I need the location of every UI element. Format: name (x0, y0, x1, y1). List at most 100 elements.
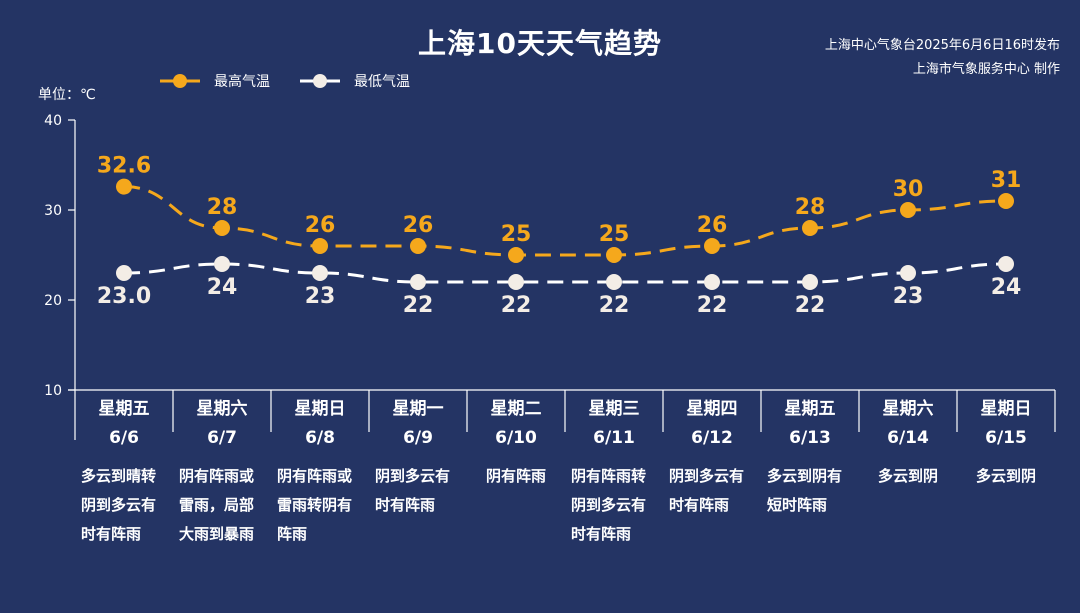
data-point-high (214, 220, 230, 236)
data-label-high: 25 (501, 222, 532, 247)
data-label-low: 24 (207, 275, 238, 300)
data-label-low: 22 (501, 293, 532, 318)
weather-description-line: 阴有阵雨或 (179, 467, 255, 485)
data-point-low (508, 274, 524, 290)
weather-description-line: 雷雨，局部 (179, 496, 255, 514)
legend-item-high[interactable]: 最高气温 (160, 71, 270, 91)
date-label: 6/14 (887, 428, 929, 448)
data-point-low (116, 265, 132, 281)
legend-label-low: 最低气温 (354, 74, 410, 90)
weather-description-line: 雷雨转阴有 (277, 496, 353, 514)
day-column: 星期三 6/11 (565, 395, 663, 453)
data-point-high (704, 238, 720, 254)
date-label: 6/15 (985, 428, 1027, 448)
publish-time: 上海中心气象台2025年6月6日16时发布 (824, 38, 1060, 53)
weather-description-line: 阴有阵雨或 (277, 467, 353, 485)
weather-description-line: 多云到阴 (975, 467, 1036, 485)
data-point-low (312, 265, 328, 281)
data-label-low: 23.0 (97, 284, 151, 309)
weather-description-line: 阴有阵雨转 (571, 467, 647, 485)
data-label-high: 26 (305, 213, 336, 238)
date-label: 6/8 (305, 428, 335, 448)
weather-description-line: 时有阵雨 (375, 496, 436, 514)
data-point-low (606, 274, 622, 290)
weather-description: 阴有阵雨或雷雨转阴有阵雨 (271, 462, 369, 549)
y-tick-label: 20 (44, 293, 62, 309)
legend: 最高气温 最低气温 (160, 71, 410, 91)
weather-description: 阴有阵雨或 雷雨，局部 大雨到暴雨 (173, 462, 271, 549)
weather-description-line: 阴到多云有 (571, 496, 647, 514)
day-column: 星期一 6/9 (369, 395, 467, 453)
producer: 上海市气象服务中心 制作 (912, 62, 1060, 77)
data-label-high: 26 (697, 213, 728, 238)
y-tick-label: 30 (44, 203, 62, 219)
weather-description: 多云到阴 (957, 462, 1055, 491)
data-label-high: 30 (893, 177, 924, 202)
weather-description-line: 短时阵雨 (767, 496, 828, 514)
data-point-low (410, 274, 426, 290)
data-point-low (998, 256, 1014, 272)
weekday-label: 星期日 (294, 399, 346, 419)
data-label-high: 31 (991, 168, 1022, 193)
data-point-low (802, 274, 818, 290)
day-column: 星期六 6/14 (859, 395, 957, 453)
legend-item-low[interactable]: 最低气温 (300, 71, 410, 91)
data-label-high: 25 (599, 222, 630, 247)
day-column: 星期四 6/12 (663, 395, 761, 453)
weather-description-line: 多云到阴 (877, 467, 938, 485)
weather-description: 多云到晴转 阴到多云有 时有阵雨 (75, 462, 173, 549)
date-label: 6/12 (691, 428, 733, 448)
data-label-high: 28 (795, 195, 826, 220)
weekday-label: 星期日 (980, 399, 1032, 419)
data-label-low: 22 (795, 293, 826, 318)
weekday-label: 星期三 (588, 399, 640, 419)
axes: 10 20 30 40 (44, 113, 1056, 440)
weather-description: 多云到阴有 短时阵雨 (761, 462, 859, 520)
weather-description: 阴有阵雨 (467, 462, 565, 491)
data-point-low (704, 274, 720, 290)
day-column: 星期日 6/8 (271, 395, 369, 453)
weather-description-line: 阴到多云有 (81, 496, 157, 514)
data-point-high (312, 238, 328, 254)
unit-label: 单位：℃ (38, 87, 96, 103)
data-label-high: 26 (403, 213, 434, 238)
weather-description-line: 阵雨 (277, 525, 308, 543)
date-label: 6/6 (109, 428, 139, 448)
data-point-high (900, 202, 916, 218)
weather-description-line: 阴到多云有 (375, 467, 451, 485)
weather-description: 多云到阴 (859, 462, 957, 491)
weekday-label: 星期六 (196, 399, 248, 419)
weekday-label: 星期四 (686, 399, 738, 419)
day-column: 星期六 6/7 (173, 395, 271, 453)
weather-description: 阴到多云有 时有阵雨 (663, 462, 761, 520)
data-label-low: 23 (305, 284, 336, 309)
legend-label-high: 最高气温 (214, 74, 270, 90)
weather-description: 阴有阵雨转阴到多云有时有阵雨 (565, 462, 663, 549)
data-point-high (508, 247, 524, 263)
publisher-info: 上海中心气象台2025年6月6日16时发布 上海市气象服务中心 制作 (825, 34, 1060, 82)
data-point-low (214, 256, 230, 272)
date-label: 6/13 (789, 428, 831, 448)
data-labels: 32.6 28 26 26 25 25 26 28 30 31 23.0 24 23 22 22 22 22 22… (97, 154, 1021, 318)
data-point-high (606, 247, 622, 263)
weather-description-line: 阴到多云有 (669, 467, 745, 485)
weather-description-line: 时有阵雨 (669, 496, 730, 514)
weather-description-line: 阴有阵雨 (485, 467, 546, 485)
y-tick-label: 40 (44, 113, 62, 129)
date-label: 6/11 (593, 428, 635, 448)
weekday-label: 星期五 (98, 399, 150, 419)
weather-description-line: 时有阵雨 (571, 525, 632, 543)
data-label-low: 23 (893, 284, 924, 309)
data-point-high (802, 220, 818, 236)
data-point-low (900, 265, 916, 281)
date-label: 6/10 (495, 428, 537, 448)
data-point-high (410, 238, 426, 254)
series-line-high (123, 185, 1007, 257)
date-label: 6/9 (403, 428, 433, 448)
weather-description-line: 时有阵雨 (81, 525, 142, 543)
day-column: 星期五 6/6 (75, 395, 173, 453)
data-label-low: 22 (697, 293, 728, 318)
data-label-low: 24 (991, 275, 1022, 300)
low-line-marker-icon (300, 74, 340, 88)
